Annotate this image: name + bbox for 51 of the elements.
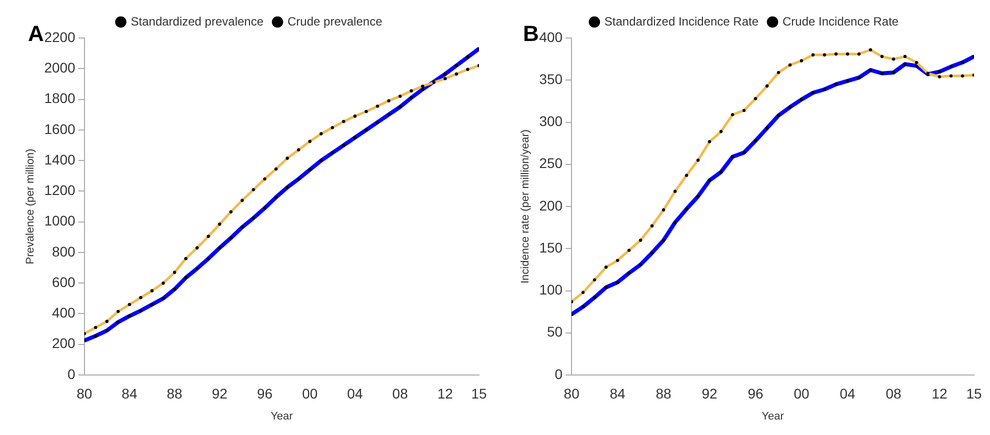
y-tick-label: 600 [52, 274, 76, 290]
x-tick-label: 15 [471, 385, 487, 402]
y-tick-label: 200 [539, 197, 563, 214]
y-tick-label: 100 [539, 282, 563, 298]
y-tick-label: 250 [539, 155, 563, 172]
y-tick-label: 400 [539, 28, 563, 45]
text: A [28, 21, 44, 46]
y-tick-label: 0 [554, 366, 563, 382]
x-axis-title: Year [762, 410, 784, 422]
y-tick-label: 400 [52, 304, 76, 321]
y-axis-title: Incidence rate (per million/year) [520, 129, 532, 284]
y-tick-label: 2000 [44, 59, 76, 76]
y-axis-title: Prevalence (per million) [24, 148, 37, 264]
y-tick-label: 300 [539, 113, 563, 130]
x-tick-label: 84 [610, 385, 626, 402]
y-tick-label: 150 [539, 239, 563, 256]
x-tick-label: 00 [794, 385, 810, 402]
y-tick-label: 1600 [44, 120, 76, 137]
y-tick-label: 200 [52, 335, 76, 352]
y-tick-label: 1400 [44, 151, 76, 168]
x-tick-label: 80 [564, 385, 580, 402]
legend-label: Standardized prevalence [130, 14, 264, 28]
x-tick-label: 00 [302, 385, 318, 402]
y-tick-label: 50 [546, 324, 563, 340]
y-tick-label: 0 [68, 366, 76, 382]
x-tick-label: 12 [932, 385, 948, 402]
x-tick-label: 92 [212, 385, 228, 402]
x-tick-label: 88 [656, 385, 672, 402]
x-tick-label: 08 [886, 385, 902, 402]
x-tick-label: 80 [76, 385, 92, 402]
y-tick-label: 800 [52, 243, 76, 260]
legend-label: Crude Incidence Rate [782, 14, 899, 28]
x-tick-label: 84 [122, 385, 138, 402]
y-tick-label: 2200 [44, 28, 76, 45]
x-tick-label: 96 [256, 385, 273, 402]
x-tick-label: 92 [702, 385, 718, 402]
y-tick-label: 1200 [44, 182, 76, 198]
x-tick-label: 04 [840, 385, 856, 402]
legend-label: Crude prevalence [288, 14, 383, 28]
y-tick-label: 350 [539, 70, 563, 87]
x-tick-label: 88 [166, 385, 183, 402]
x-tick-label: 08 [392, 385, 408, 402]
x-axis-title: Year [270, 410, 294, 422]
x-tick-label: 96 [748, 385, 764, 402]
x-tick-label: 15 [966, 385, 982, 402]
x-tick-label: 04 [347, 385, 363, 402]
legend-label: Standardized Incidence Rate [604, 14, 759, 28]
text: B [523, 21, 539, 46]
y-tick-label: 1000 [44, 212, 76, 229]
x-tick-label: 12 [437, 385, 454, 402]
y-tick-label: 1800 [44, 90, 76, 106]
